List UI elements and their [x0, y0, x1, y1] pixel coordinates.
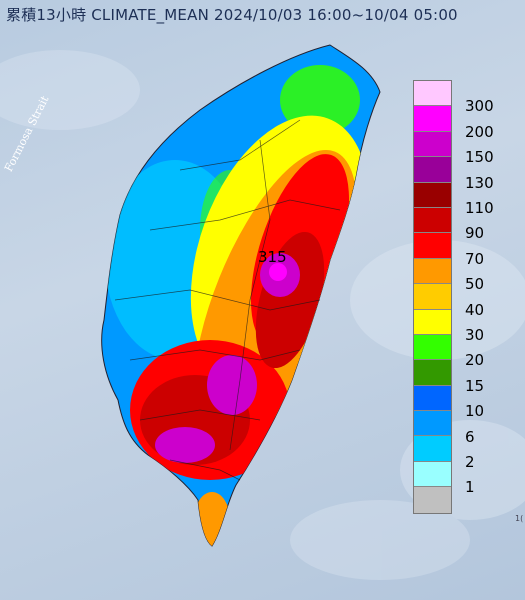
legend-swatch	[414, 258, 451, 285]
legend-label: 2	[465, 453, 475, 471]
legend-swatch	[414, 182, 451, 208]
edge-label: 1(	[515, 514, 524, 523]
rain-area-pink-peak	[269, 263, 287, 281]
rain-area-orange-southtip	[194, 492, 230, 546]
rainfall-fields	[105, 65, 370, 546]
legend-swatch	[414, 81, 451, 107]
legend-swatch	[414, 207, 451, 234]
legend-swatch	[414, 385, 451, 412]
legend-label: 30	[465, 326, 485, 344]
legend-label: 150	[465, 148, 494, 167]
legend-label: 6	[465, 427, 475, 446]
legend-swatch	[414, 411, 451, 437]
legend-swatch	[414, 131, 451, 158]
legend-label: 70	[465, 249, 485, 268]
legend-swatch	[414, 284, 451, 310]
boundary-lines	[114, 119, 341, 481]
peak-value-label: 315	[258, 248, 287, 266]
legend-label: 300	[465, 97, 494, 116]
legend-label: 40	[465, 300, 485, 319]
map-title: 累積13小時 CLIMATE_MEAN 2024/10/03 16:00~10/…	[6, 6, 458, 24]
rain-area-magenta-far-south	[155, 427, 215, 463]
rain-area-magenta-south	[207, 355, 257, 415]
legend-swatch	[414, 334, 451, 361]
legend-label: 1	[465, 478, 475, 497]
legend-swatch	[414, 309, 451, 335]
legend-swatch	[414, 360, 451, 386]
legend-label: 20	[465, 351, 485, 370]
legend-label: 50	[465, 275, 485, 294]
legend-label: 10	[465, 402, 485, 421]
legend-label: 130	[465, 173, 494, 192]
legend-swatch	[414, 157, 451, 183]
legend-swatch	[414, 436, 451, 462]
legend-label: 110	[465, 199, 494, 217]
legend-label: 90	[465, 224, 485, 243]
legend-colorbar	[413, 80, 452, 514]
legend-label: 200	[465, 122, 494, 141]
legend-label: 15	[465, 376, 485, 395]
legend-swatch	[414, 233, 451, 259]
legend-swatch	[414, 487, 451, 513]
legend-swatch	[414, 461, 451, 488]
legend-swatch	[414, 106, 451, 132]
